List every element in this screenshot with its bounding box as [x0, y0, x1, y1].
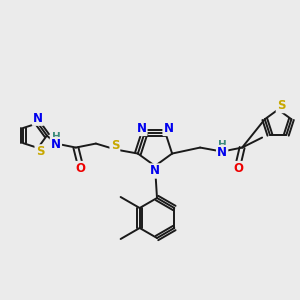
Text: N: N — [150, 164, 160, 178]
Text: N: N — [217, 146, 227, 159]
Text: H: H — [218, 140, 226, 150]
Text: N: N — [33, 112, 43, 125]
Text: S: S — [111, 139, 119, 152]
Text: O: O — [75, 162, 85, 175]
Text: S: S — [277, 99, 285, 112]
Text: O: O — [233, 162, 243, 175]
Text: N: N — [136, 122, 146, 135]
Text: N: N — [51, 138, 61, 151]
Text: H: H — [52, 132, 60, 142]
Text: N: N — [164, 122, 174, 135]
Text: S: S — [36, 146, 44, 158]
